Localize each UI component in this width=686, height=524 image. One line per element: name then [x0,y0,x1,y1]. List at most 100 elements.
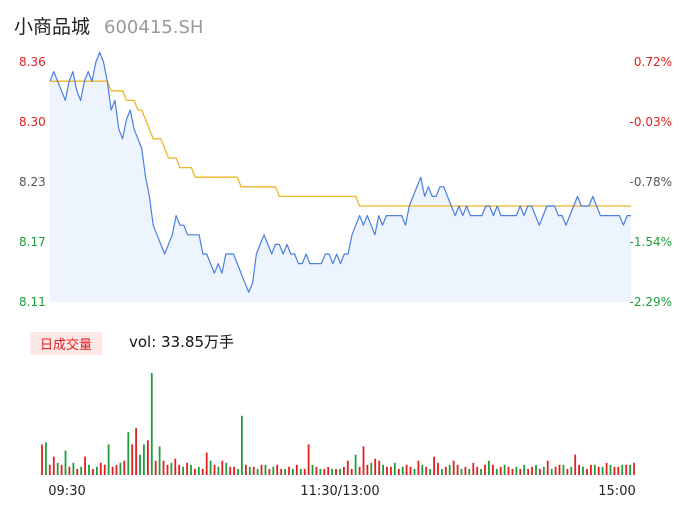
volume-bar [480,468,482,475]
volume-bar [56,462,59,475]
y-right-tick-label: -2.29% [630,295,672,309]
volume-bar [566,468,569,475]
volume-bar [158,446,161,475]
volume-bar [464,466,467,475]
y-left-tick-label: 8.30 [19,115,46,129]
volume-bar [205,452,208,475]
volume-bar [358,466,361,475]
volume-bar [542,466,545,475]
volume-bar [354,454,357,475]
volume-bar [107,444,110,475]
y-right-tick-label: -0.03% [630,115,672,129]
volume-bar [417,460,420,475]
volume-bar [346,460,349,475]
volume-bar [154,460,157,475]
volume-bar [225,462,228,475]
volume-bar [609,464,612,475]
volume-bar [96,466,98,475]
volume-bar [68,466,71,475]
volume-bar [597,466,600,475]
volume-bar [409,466,412,475]
volume-bar [248,466,251,475]
volume-bar [429,468,431,475]
volume-bar [131,444,134,475]
volume-bar [444,466,447,475]
volume-bar [115,464,118,475]
volume-bar [331,468,333,475]
volume-bar [397,468,400,475]
volume-bar [323,468,326,475]
volume-bar [413,468,416,475]
volume-bar [233,466,235,475]
volume-bar [252,466,255,475]
volume-bar [378,460,381,475]
volume-bar [178,464,181,475]
volume-bar [103,464,106,475]
volume-bar [495,468,498,475]
price-panel [49,51,631,303]
volume-bar [119,462,122,475]
volume-bar [88,464,90,475]
volume-bar [468,468,471,475]
volume-bar [60,464,63,475]
volume-tag[interactable]: 日成交量 [30,332,103,355]
volume-bar [421,464,424,475]
volume-bar [437,462,439,475]
volume-bar [390,466,392,475]
volume-bar [386,466,388,475]
volume-bar [147,440,149,475]
volume-bar [213,464,216,475]
volume-total-label: vol: 33.85万手 [129,333,234,351]
volume-bar [84,456,86,475]
volume-bar [617,466,620,475]
price-area [50,52,631,303]
volume-bar [182,466,184,475]
volume-bar [601,466,604,475]
volume-bar [307,444,310,475]
volume-bar [292,468,294,475]
volume-bar [72,462,75,475]
volume-bar [241,415,243,475]
volume-bar [382,464,384,475]
volume-bar [460,468,463,475]
volume-bar [539,468,541,475]
volume-bar [492,464,494,475]
volume-bar [523,464,526,475]
volume-bar [264,464,267,475]
volume-bar [245,464,247,475]
volume-bar [452,460,455,475]
volume-bar [507,466,510,475]
volume-bar [519,468,522,475]
stock-header: 小商品城 600415.SH [14,12,203,40]
volume-bar [201,468,204,475]
volume-bar [186,462,188,475]
volume-bar [52,456,55,475]
volume-bar [174,458,177,475]
volume-bar [335,468,337,475]
volume-bar [613,466,616,475]
volume-bar [633,462,635,475]
stock-code: 600415.SH [104,17,204,38]
volume-bar [76,468,79,475]
volume-bar [339,468,341,475]
y-left-tick-label: 8.17 [19,235,46,249]
x-tick-label: 11:30/13:00 [300,484,379,499]
volume-bar [582,466,584,475]
volume-bar [535,464,537,475]
volume-bar [441,468,443,475]
y-left-tick-label: 8.23 [19,175,46,189]
axis-labels: 8.36 8.30 8.23 8.17 8.11 0.72% -0.03% -0.78% -1.… [19,55,672,499]
volume-bar [295,464,298,475]
y-right-tick-label: 0.72% [634,55,672,69]
volume-bar [197,466,200,475]
volume-bar [625,464,628,475]
volume-bar [503,464,506,475]
volume-bar [319,468,322,475]
volume-bar [527,468,529,475]
volume-bar [472,462,475,475]
volume-bar [99,462,102,475]
y-left-tick-label: 8.36 [19,55,46,69]
volume-bar [272,466,275,475]
volume-bar [170,462,173,475]
